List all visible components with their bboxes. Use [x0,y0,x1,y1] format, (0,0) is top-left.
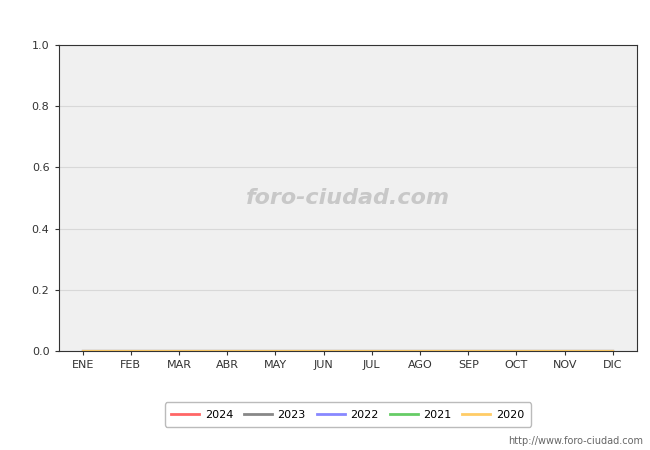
Text: http://www.foro-ciudad.com: http://www.foro-ciudad.com [508,436,644,446]
Text: foro-ciudad.com: foro-ciudad.com [246,188,450,208]
Text: Matriculaciones de Vehiculos en Monterde de Albarracín: Matriculaciones de Vehiculos en Monterde… [92,11,558,29]
Legend: 2024, 2023, 2022, 2021, 2020: 2024, 2023, 2022, 2021, 2020 [165,402,530,427]
